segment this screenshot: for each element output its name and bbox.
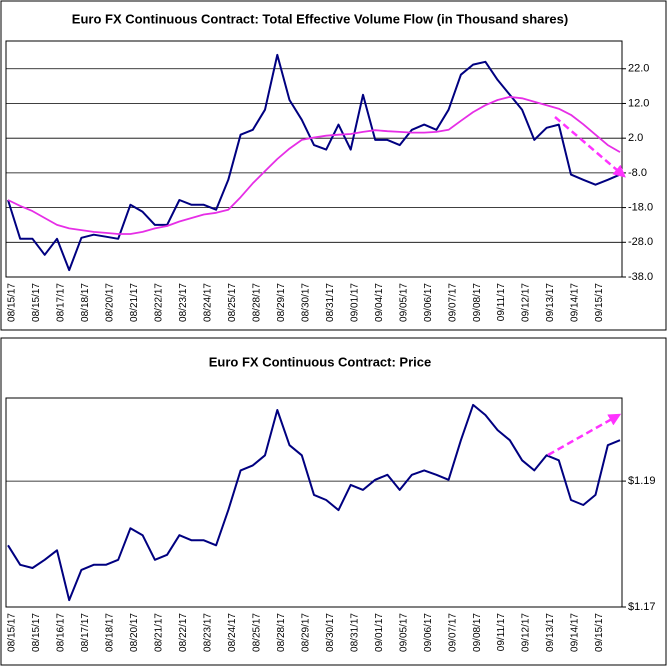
x-tick-label: 08/31/17 bbox=[325, 283, 336, 322]
x-tick-label: 09/11/17 bbox=[496, 613, 507, 652]
y-tick-label: -18.0 bbox=[628, 201, 653, 213]
x-tick-label: 09/04/17 bbox=[374, 283, 385, 322]
panel-frame bbox=[0, 0, 667, 331]
x-tick-label: 09/06/17 bbox=[423, 613, 434, 652]
panel-frame bbox=[0, 337, 667, 666]
chart-title: Euro FX Continuous Contract: Price bbox=[209, 354, 431, 369]
x-tick-label: 08/23/17 bbox=[202, 613, 213, 652]
x-tick-label: 08/15/17 bbox=[31, 283, 42, 322]
plot-area bbox=[5, 40, 623, 278]
x-tick-label: 08/16/17 bbox=[56, 613, 67, 652]
x-tick-label: 08/22/17 bbox=[154, 283, 165, 322]
x-tick-label: 09/12/17 bbox=[521, 283, 532, 322]
x-tick-label: 08/29/17 bbox=[276, 283, 287, 322]
data-line bbox=[7, 53, 621, 272]
x-tick-label: 09/08/17 bbox=[472, 283, 483, 322]
x-tick-label: 09/01/17 bbox=[374, 613, 385, 652]
data-line bbox=[7, 96, 621, 235]
y-tick-label: 22.0 bbox=[628, 63, 649, 75]
x-tick-label: 09/15/17 bbox=[594, 283, 605, 322]
x-tick-label: 09/11/17 bbox=[496, 283, 507, 322]
x-tick-label: 09/14/17 bbox=[570, 613, 581, 652]
x-tick-label: 08/18/17 bbox=[80, 283, 91, 322]
x-tick-label: 09/01/17 bbox=[349, 283, 360, 322]
y-tick-label: -8.0 bbox=[628, 167, 647, 179]
x-tick-label: 08/22/17 bbox=[178, 613, 189, 652]
x-tick-label: 08/30/17 bbox=[300, 283, 311, 322]
x-tick-label: 09/08/17 bbox=[472, 613, 483, 652]
trend-arrow bbox=[554, 116, 626, 178]
y-tick-label: -38.0 bbox=[628, 271, 653, 283]
data-line bbox=[7, 403, 621, 602]
x-tick-label: 08/17/17 bbox=[80, 613, 91, 652]
x-tick-label: 08/28/17 bbox=[276, 613, 287, 652]
x-tick-label: 09/06/17 bbox=[423, 283, 434, 322]
x-tick-label: 08/24/17 bbox=[227, 613, 238, 652]
x-tick-label: 08/17/17 bbox=[56, 283, 67, 322]
y-tick-label: $1.19 bbox=[628, 475, 656, 487]
x-tick-label: 08/15/17 bbox=[31, 613, 42, 652]
x-tick-label: 09/07/17 bbox=[447, 613, 458, 652]
x-tick-label: 08/25/17 bbox=[251, 613, 262, 652]
plot-area bbox=[5, 397, 623, 608]
x-tick-label: 08/15/17 bbox=[7, 283, 18, 322]
y-tick-label: 12.0 bbox=[628, 97, 649, 109]
x-tick-label: 08/21/17 bbox=[154, 613, 165, 652]
y-tick-label: 2.0 bbox=[628, 132, 643, 144]
x-tick-label: 08/25/17 bbox=[227, 283, 238, 322]
x-tick-label: 08/15/17 bbox=[7, 613, 18, 652]
x-tick-label: 08/24/17 bbox=[202, 283, 213, 322]
x-tick-label: 09/15/17 bbox=[594, 613, 605, 652]
x-tick-label: 08/29/17 bbox=[300, 613, 311, 652]
x-tick-label: 08/28/17 bbox=[251, 283, 262, 322]
x-tick-label: 08/21/17 bbox=[129, 283, 140, 322]
chart-title: Euro FX Continuous Contract: Total Effec… bbox=[72, 11, 568, 26]
x-tick-label: 09/12/17 bbox=[521, 613, 532, 652]
x-tick-label: 08/20/17 bbox=[105, 283, 116, 322]
y-tick-label: -28.0 bbox=[628, 236, 653, 248]
x-tick-label: 09/05/17 bbox=[398, 613, 409, 652]
trend-arrow bbox=[547, 413, 622, 457]
x-tick-label: 08/23/17 bbox=[178, 283, 189, 322]
x-tick-label: 08/31/17 bbox=[349, 613, 360, 652]
x-tick-label: 09/13/17 bbox=[545, 613, 556, 652]
x-tick-label: 09/07/17 bbox=[447, 283, 458, 322]
x-tick-label: 09/13/17 bbox=[545, 283, 556, 322]
y-tick-label: $1.17 bbox=[628, 601, 656, 613]
x-tick-label: 08/18/17 bbox=[105, 613, 116, 652]
plots: 22.0 12.0 2.0 -8.0 -18.0 -28.0 -38.0 08/15/17 08… bbox=[5, 40, 656, 652]
x-tick-label: 09/14/17 bbox=[570, 283, 581, 322]
x-tick-label: 08/20/17 bbox=[129, 613, 140, 652]
x-tick-label: 09/05/17 bbox=[398, 283, 409, 322]
x-tick-label: 08/30/17 bbox=[325, 613, 336, 652]
